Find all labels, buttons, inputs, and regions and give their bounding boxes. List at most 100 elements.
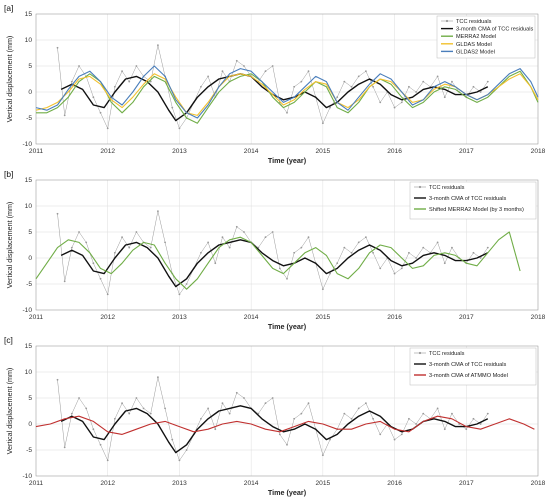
data-point — [379, 101, 382, 104]
data-point — [329, 438, 331, 441]
x-tick-label: 2014 — [244, 148, 259, 155]
data-point — [221, 236, 224, 239]
x-tick-label: 2013 — [172, 314, 187, 321]
data-point — [486, 80, 489, 83]
data-point — [329, 106, 331, 109]
data-point — [400, 433, 403, 436]
x-tick-label: 2018 — [531, 148, 546, 155]
legend-box — [409, 181, 537, 220]
data-point — [142, 407, 145, 410]
data-point — [357, 241, 360, 244]
x-tick-label: 2017 — [459, 314, 474, 321]
data-point — [56, 46, 59, 49]
data-point — [128, 246, 131, 249]
data-point — [228, 246, 231, 249]
data-point — [135, 65, 138, 67]
series-tcc-residuals — [56, 44, 489, 130]
data-point — [164, 241, 166, 244]
data-point — [293, 251, 296, 254]
data-point — [85, 407, 88, 410]
y-tick-label: 5 — [28, 229, 32, 236]
x-axis-label: Time (year) — [268, 488, 307, 497]
data-point — [99, 443, 102, 446]
data-point — [415, 423, 417, 425]
y-tick-label: 10 — [25, 203, 33, 210]
legend-entry: GLDAS Model — [456, 42, 492, 48]
data-point — [443, 428, 446, 431]
legend-entry: TCC residuals — [429, 351, 465, 357]
x-tick-label: 2017 — [459, 148, 474, 155]
x-tick-label: 2017 — [459, 480, 474, 487]
x-tick-label: 2011 — [29, 480, 44, 487]
series-line-2 — [35, 231, 521, 290]
y-tick-label: 10 — [25, 37, 33, 44]
data-point — [164, 407, 166, 410]
y-tick-label: 15 — [25, 343, 33, 350]
data-point — [92, 428, 95, 431]
data-point — [286, 111, 288, 114]
data-point — [364, 236, 367, 239]
x-tick-label: 2012 — [100, 148, 115, 155]
data-point — [415, 257, 417, 259]
data-point — [178, 459, 181, 462]
x-tick-label: 2012 — [100, 314, 115, 321]
data-point — [200, 417, 202, 420]
data-point — [479, 91, 482, 93]
series-line-1 — [60, 73, 489, 122]
x-tick-label: 2013 — [172, 480, 187, 487]
data-point — [472, 85, 475, 88]
data-point — [443, 262, 446, 265]
data-point — [372, 417, 374, 420]
y-tick-label: 5 — [28, 395, 32, 402]
chart-b: [b] -10 -5 0 5 10 15 2011 2012 2013 2014 2015 2016 20… — [4, 169, 546, 331]
data-point — [443, 96, 446, 99]
data-point — [221, 70, 224, 73]
data-point — [185, 283, 188, 285]
data-point — [207, 75, 210, 78]
data-point — [56, 212, 59, 215]
x-axis-label: Time (year) — [268, 156, 307, 165]
data-point — [300, 246, 303, 249]
data-point — [157, 376, 159, 379]
y-tick-label: -10 — [22, 307, 32, 314]
panel-label: [b] — [4, 169, 13, 179]
chart-c: [c] -10 -5 0 5 10 15 2011 2012 2013 2014 2015 2016 20… — [4, 335, 546, 497]
y-tick-label: 0 — [28, 89, 32, 96]
data-point — [235, 59, 238, 62]
legend-entry: 3-month CMA of TCC residuals — [456, 27, 534, 33]
panel-label: [c] — [4, 335, 13, 345]
x-tick-label: 2016 — [387, 148, 402, 155]
x-tick-label: 2015 — [316, 480, 331, 487]
data-point — [135, 397, 138, 399]
legend-entry: 3-month CMA of TCC residuals — [429, 362, 507, 368]
data-point — [307, 402, 310, 405]
data-point — [336, 262, 339, 265]
data-point — [113, 251, 116, 254]
data-point — [149, 80, 152, 83]
y-tick-label: 0 — [28, 421, 32, 428]
data-point — [321, 122, 324, 125]
data-point — [422, 80, 425, 83]
data-point — [264, 236, 267, 239]
data-point — [128, 80, 131, 83]
data-point — [63, 446, 66, 449]
series-line-1 — [60, 405, 489, 454]
panel-a: [a] -10 -5 0 5 10 15 2011 2012 2013 2014 2015 2016 20… — [0, 0, 550, 166]
data-point — [128, 412, 131, 415]
legend-marker — [418, 351, 422, 355]
data-point — [472, 251, 475, 254]
plot-frame — [35, 13, 539, 145]
data-point — [486, 412, 489, 415]
legend-marker — [445, 19, 449, 23]
data-point — [171, 438, 174, 441]
data-point — [157, 210, 159, 213]
legend-entry: Shifted MERRA2 Model (by 3 months) — [429, 207, 524, 213]
x-tick-label: 2015 — [316, 148, 331, 155]
data-point — [63, 114, 66, 117]
data-point — [243, 231, 245, 233]
data-point — [293, 85, 296, 88]
data-point — [329, 272, 331, 275]
chart-a: [a] -10 -5 0 5 10 15 2011 2012 2013 2014 2015 2016 20… — [4, 3, 546, 165]
panel-c: [c] -10 -5 0 5 10 15 2011 2012 2013 2014 2015 2016 20… — [0, 332, 550, 498]
series-line-tcc-residuals — [57, 45, 489, 130]
